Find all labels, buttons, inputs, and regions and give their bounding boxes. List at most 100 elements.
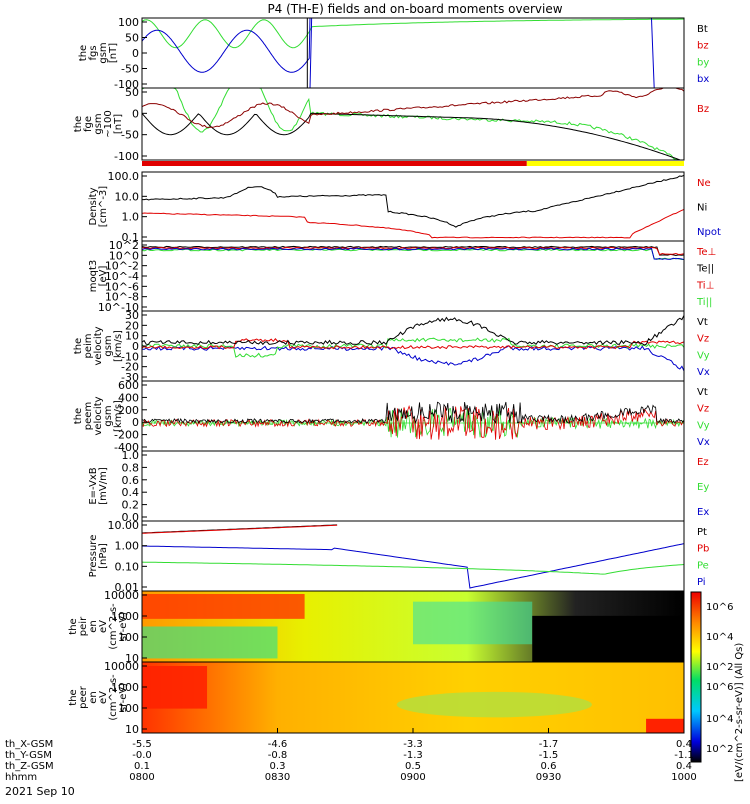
colorbar-scale [690,591,702,763]
y-axis-label: [cm^-3] [98,186,109,227]
y-tick-label: 10000 [104,589,139,602]
ephemeris-row-label: hhmm [5,772,37,783]
ephemeris-value: 0.1 [134,761,150,772]
legend-vz: Vz [697,334,709,345]
ephemeris-value: 0.5 [405,761,421,772]
legend-vx: Vx [697,437,710,448]
series-vt [142,401,684,425]
ephemeris-value: -0.0 [132,750,152,761]
y-tick-label: -10 [121,350,139,363]
panel-density: 100.0 10.0 1.0 0.1 Density [cm^-3] Ne Ni Npot [88,170,721,244]
plot-title: P4 (TH-E) fields and on-board moments ov… [267,2,562,16]
series-ne [142,208,684,239]
y-axis-label: fge [83,116,94,132]
legend-pt: Pt [697,527,707,538]
series-vz [142,338,684,350]
y-tick-label: 10.0 [115,190,140,203]
panel-frame [141,240,685,312]
panel-temp-area [142,245,684,261]
y-tick-label: 0 [132,340,139,353]
y-axis-label: the [68,618,79,634]
y-tick-label: 20 [125,319,139,332]
ephemeris-value: -1.1 [674,750,694,761]
y-tick-label: 10^-8 [105,291,139,304]
legend-ez: Ez [697,457,709,468]
y-tick-label: 1.0 [122,449,140,462]
y-axis-label: gsm [103,335,114,356]
y-tick-label: 0.01 [115,581,140,594]
y-axis-label: [km/s] [113,330,124,362]
panel-peir-area [142,591,684,662]
y-axis-label: peem [83,402,94,430]
ephemeris-value: -3.3 [403,739,423,750]
y-tick-label: 1000 [111,610,139,623]
ephemeris-value: 0830 [265,772,290,783]
legend-vz: Vz [697,404,709,415]
ephemeris-value: 1000 [671,772,696,783]
y-axis-label: eV [98,691,109,704]
y-tick-label: 1.0 [122,211,140,224]
y-axis-label: peim [83,333,94,358]
panel-fgs-area [142,18,684,88]
legend-bx: bx [697,74,709,85]
y-axis-label: sr-eV) [118,683,129,712]
y-tick-label: 100 [118,16,139,29]
y-axis-label: eV [98,620,109,633]
y-tick-label: 50 [125,86,139,99]
y-tick-label: 0 [132,107,139,120]
colorbar-tick-mid: 10^4 [706,632,733,643]
y-axis-label: gsm [103,405,114,426]
legend-ti: Ti|| [696,297,712,308]
date-label: 2021 Sep 10 [5,785,75,798]
ephemeris-value: 0.3 [270,761,286,772]
y-tick-label: -100 [114,150,139,163]
panel-efield: 1.00.80.60.40.20.0 E=-VxB [mV/m] Ez Ey Ex [88,449,709,524]
legend-npot: Npot [697,227,721,238]
y-axis-label: fgs [88,45,99,60]
panel-fge: 50 0 -50 -100 the fge gsm ~100 [nT] Bz [73,86,709,166]
series-by [142,18,684,49]
ephemeris-value: -0.8 [268,750,288,761]
panel-peer-area [142,662,684,733]
legend-vt: Vt [697,317,708,328]
ephemeris-value: 0.4 [676,761,692,772]
y-axis-label: Pressure [88,535,99,578]
series-bx-spike [309,18,655,88]
y-axis-label: [mV/m] [98,467,109,505]
y-tick-label: 10^-6 [105,280,139,293]
panel-fge-area [142,88,684,160]
y-tick-label: 10000 [104,660,139,673]
colorbar-tick-mid-2: 10^4 [706,714,733,725]
y-tick-label: 10 [125,652,139,665]
panel-temp: 10^210^010^-210^-410^-610^-810^-10 moqt3[… [88,239,716,314]
y-axis-label: [nPa] [98,543,109,569]
legend-vt: Vt [697,387,708,398]
y-axis-label: the [73,338,84,354]
y-axis-label: E=-VxB [88,467,99,504]
y-tick-label: -30 [121,371,139,384]
panel-frame [141,87,685,161]
series-pi [142,543,684,589]
ephemeris-value: 0900 [400,772,425,783]
y-tick-label: 10^-10 [98,301,139,314]
y-tick-label: 10 [125,330,139,343]
ephemeris-row-label: th_X-GSM [5,739,53,750]
y-axis-label: velocity [93,326,104,365]
series-tiperp [142,247,684,261]
y-tick-label: 50 [125,32,139,45]
ephemeris-value: -1.3 [403,750,423,761]
panel-density-area [142,174,684,239]
series-teperp [142,246,684,256]
series-vt [142,315,684,346]
series-black [142,112,684,160]
y-axis-label: gsm [93,113,104,134]
legend-by: by [697,57,709,68]
y-tick-label: 10.00 [108,519,140,532]
status-bar-red [142,161,527,166]
ephemeris-value: -1.5 [539,750,559,761]
series-bz [142,88,684,128]
